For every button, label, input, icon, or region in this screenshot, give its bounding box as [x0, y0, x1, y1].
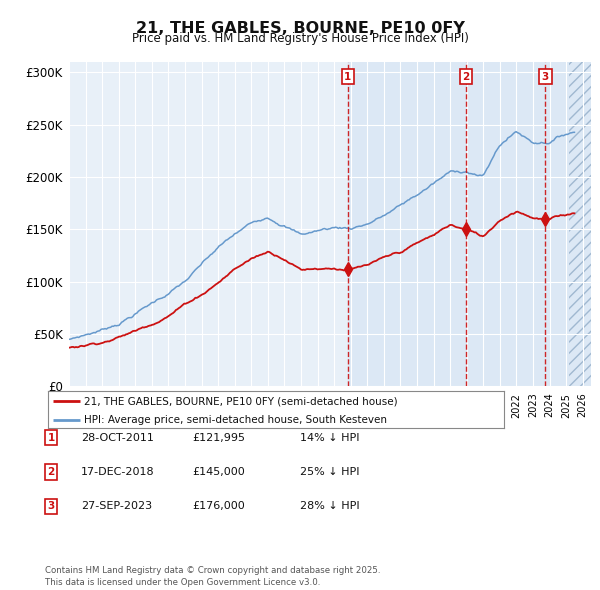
Text: £176,000: £176,000 [192, 502, 245, 511]
Text: 14% ↓ HPI: 14% ↓ HPI [300, 433, 359, 442]
Text: 21, THE GABLES, BOURNE, PE10 0FY: 21, THE GABLES, BOURNE, PE10 0FY [136, 21, 464, 35]
Text: 2: 2 [463, 71, 470, 81]
Text: Contains HM Land Registry data © Crown copyright and database right 2025.
This d: Contains HM Land Registry data © Crown c… [45, 566, 380, 587]
Bar [569, 62, 591, 386]
Text: 3: 3 [47, 502, 55, 511]
Text: 28% ↓ HPI: 28% ↓ HPI [300, 502, 359, 511]
Text: 27-SEP-2023: 27-SEP-2023 [81, 502, 152, 511]
Text: 25% ↓ HPI: 25% ↓ HPI [300, 467, 359, 477]
Text: 17-DEC-2018: 17-DEC-2018 [81, 467, 155, 477]
Text: £121,995: £121,995 [192, 433, 245, 442]
Text: HPI: Average price, semi-detached house, South Kesteven: HPI: Average price, semi-detached house,… [85, 415, 388, 425]
Text: 28-OCT-2011: 28-OCT-2011 [81, 433, 154, 442]
Text: 1: 1 [344, 71, 352, 81]
Bar [569, 62, 591, 386]
Bar [348, 62, 569, 386]
Text: £145,000: £145,000 [192, 467, 245, 477]
Text: 21, THE GABLES, BOURNE, PE10 0FY (semi-detached house): 21, THE GABLES, BOURNE, PE10 0FY (semi-d… [85, 396, 398, 406]
Text: Price paid vs. HM Land Registry's House Price Index (HPI): Price paid vs. HM Land Registry's House … [131, 32, 469, 45]
Text: 1: 1 [47, 433, 55, 442]
Text: 2: 2 [47, 467, 55, 477]
Text: 3: 3 [542, 71, 549, 81]
